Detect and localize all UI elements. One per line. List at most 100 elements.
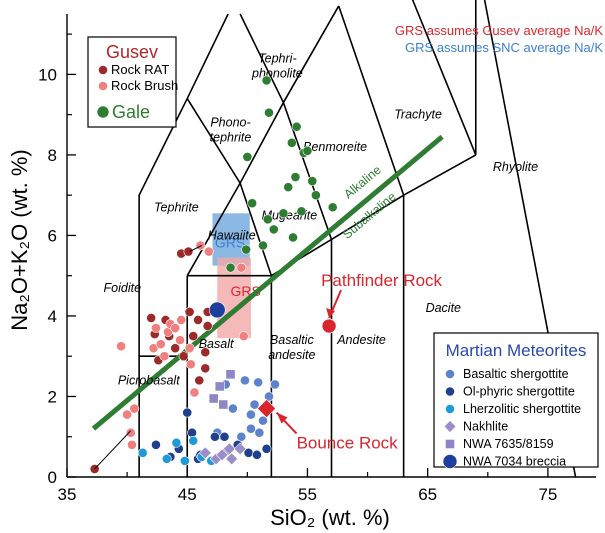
- y-tick-label: 6: [48, 226, 57, 245]
- point-gale: [286, 137, 297, 148]
- field-label: Tephrite: [154, 200, 199, 214]
- legend-swatch: [445, 369, 455, 379]
- field-label: Picrobasalt: [118, 373, 180, 387]
- legend-meteorites-box: [433, 332, 599, 468]
- point-rock-brush: [151, 323, 161, 333]
- legend-item-label: NWA 7635/8159: [463, 437, 554, 451]
- legend-swatch: [442, 454, 458, 469]
- legend-item-label: Lherzolitic shergottite: [463, 402, 581, 416]
- point-ol-phyric-shergottite: [219, 431, 230, 442]
- point-rock-rat: [200, 363, 211, 374]
- field-label: Phono-: [210, 116, 250, 130]
- legend-gale-label: Gale: [112, 102, 150, 122]
- field-label: andesite: [268, 348, 315, 362]
- legend-swatch: [98, 65, 108, 75]
- legend-swatch: [445, 404, 455, 414]
- x-tick-label: 65: [418, 485, 437, 504]
- point-nakhlite: [215, 448, 229, 462]
- x-tick-label: 35: [58, 485, 77, 504]
- point-rock-brush: [203, 246, 214, 257]
- point-lherzolitic-shergottite: [171, 437, 182, 448]
- point-lherzolitic-shergottite: [137, 447, 148, 458]
- point-lherzolitic-shergottite: [188, 435, 199, 446]
- point-gale: [291, 121, 302, 132]
- point-gale: [241, 244, 252, 255]
- legend-item-label: Nakhlite: [463, 420, 508, 434]
- point-rock-brush: [238, 331, 249, 341]
- point-rock-brush: [125, 427, 136, 438]
- legend-meteorites: Martian Meteorites Basaltic shergottite Ol…: [433, 332, 599, 469]
- point-rock-brush: [155, 339, 166, 350]
- field-boundary-8: [474, 0, 577, 478]
- data-points: [89, 75, 338, 474]
- point-nwa-7034-breccia: [208, 301, 226, 319]
- point-ol-phyric-shergottite: [151, 439, 161, 450]
- field-label: Rhyolite: [493, 160, 538, 174]
- point-ol-phyric-shergottite: [187, 427, 197, 438]
- point-gale: [290, 172, 301, 182]
- field-label: Tephri-: [258, 51, 296, 65]
- legend-swatch: [443, 420, 457, 433]
- point-nwa-7635-8159: [214, 381, 225, 392]
- point-gale: [327, 202, 338, 213]
- point-rock-rat: [170, 343, 181, 354]
- field-label: Andesite: [336, 333, 386, 347]
- point-ol-phyric-shergottite: [252, 449, 262, 460]
- legend-item-label: Basaltic shergottite: [463, 367, 569, 381]
- pathfinder-rock-label: Pathfinder Rock: [321, 271, 442, 290]
- y-tick-label: 10: [38, 65, 57, 84]
- point-rock-brush: [175, 335, 185, 346]
- field-label: Hawaiite: [208, 228, 256, 242]
- field-label: Trachyte: [394, 108, 442, 122]
- point-rock-rat: [194, 375, 205, 386]
- point-nakhlite: [222, 442, 236, 456]
- point-gale: [288, 232, 298, 243]
- point-rock-brush: [185, 359, 196, 370]
- legend-item-label: Ol-phyric shergottite: [463, 385, 575, 399]
- point-gale: [278, 208, 289, 219]
- field-label: Foidite: [104, 281, 142, 295]
- axes: 35 45 55 65 75 0 2 4 6 8 10: [38, 14, 596, 504]
- point-rock-brush: [176, 315, 187, 325]
- field-boundary-1: [138, 13, 229, 357]
- grs-box-1: [217, 257, 251, 339]
- legend-item-label: Rock Brush: [111, 78, 178, 93]
- point-basaltic-shergottite: [246, 423, 256, 434]
- legend-item-label: NWA 7034 breccia: [463, 455, 566, 469]
- point-rock-brush: [236, 262, 247, 273]
- point-gale: [258, 240, 268, 251]
- field-boundary-9: [411, 0, 477, 156]
- x-tick-label: 75: [538, 485, 557, 504]
- gusev-note: GRS assumes Gusev average Na/K: [395, 23, 603, 38]
- point-basaltic-shergottite: [264, 391, 274, 402]
- point-rock-rat: [200, 347, 211, 358]
- x-tick-label: 45: [178, 485, 197, 504]
- bounce-rock-label: Bounce Rock: [297, 434, 399, 453]
- point-rock-brush: [122, 409, 133, 420]
- point-nwa-7635-8159: [218, 399, 229, 410]
- point-rock-brush: [116, 341, 127, 352]
- point-rock-rat: [146, 313, 157, 323]
- point-rock-brush: [170, 323, 181, 333]
- legend-swatch: [445, 386, 455, 397]
- point-ol-phyric-shergottite: [209, 431, 220, 442]
- y-axis-label: Na₂O+K₂O (wt. %): [7, 149, 32, 331]
- x-tick-label: 55: [298, 485, 317, 504]
- field-label: Basaltic: [270, 333, 315, 347]
- point-gale: [307, 176, 318, 186]
- legend-swatch-gale: [96, 105, 110, 119]
- legend-gusev-title: Gusev: [106, 42, 158, 62]
- point-gale: [296, 206, 307, 217]
- field-boundary-5: [186, 98, 273, 477]
- point-rock-rat: [202, 321, 213, 331]
- y-tick-label: 8: [48, 146, 57, 165]
- field-label: Benmoreite: [303, 140, 367, 154]
- point-nwa-7635-8159: [225, 369, 236, 380]
- field-boundaries: [138, 0, 577, 478]
- field-label: Basalt: [199, 337, 234, 351]
- point-rock-brush: [189, 387, 200, 398]
- point-basaltic-shergottite: [253, 377, 264, 388]
